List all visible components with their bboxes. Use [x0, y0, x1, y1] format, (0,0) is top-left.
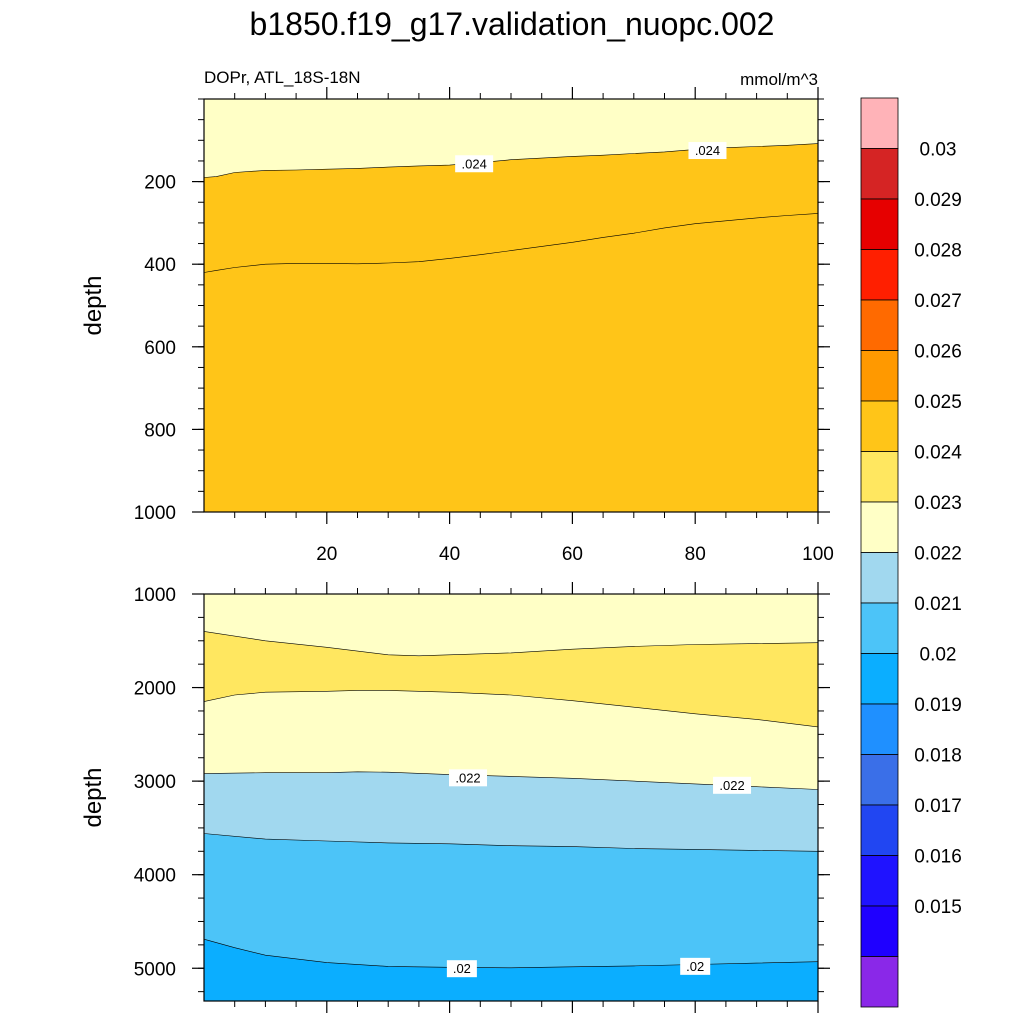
y-tick-label-0-0: 200	[144, 173, 176, 194]
y-tick-label-0-3: 800	[144, 420, 176, 441]
colorbar-swatch-2	[860, 198, 899, 250]
colorbar-swatch-4	[860, 299, 899, 351]
panel-lower-band-4	[204, 939, 818, 1001]
contour-label-1-2: .02	[453, 961, 471, 976]
contour-label-1-3: .02	[686, 959, 704, 974]
colorbar-label-9: 0.021	[914, 594, 962, 615]
contour-label-1-1: .022	[719, 778, 744, 793]
colorbar-swatch-1	[860, 148, 899, 200]
y-tick-label-1-1: 2000	[134, 679, 176, 700]
colorbar-swatch-16	[860, 905, 899, 957]
figure-title: b1850.f19_g17.validation_nuopc.002	[250, 6, 775, 42]
colorbar-swatch-3	[860, 249, 899, 301]
contour-label-box-1-2	[446, 960, 477, 978]
contour-label-box-0-0	[455, 155, 494, 173]
contour-label-1-0: .022	[455, 770, 480, 785]
colorbar-label-6: 0.024	[914, 443, 962, 464]
contour-label-0-0: .024	[462, 156, 487, 171]
y-axis-label-lower: depth	[80, 767, 107, 827]
colorbar-label-1: 0.029	[914, 190, 962, 211]
colorbar-swatch-11	[860, 653, 899, 705]
colorbar-label-14: 0.016	[914, 847, 962, 868]
x-tick-label-1: 40	[439, 544, 460, 565]
panel-lower: .022 .022 .02 .02 1000 2000 3000 4000 5000 depth	[80, 582, 830, 1013]
panel-lower-contour-line-3	[203, 833, 819, 852]
colorbar-label-15: 0.015	[914, 897, 962, 918]
colorbar-label-11: 0.019	[914, 695, 962, 716]
panel-variable-label: DOPr, ATL_18S-18N	[204, 68, 361, 87]
colorbar-swatch-8	[860, 501, 899, 553]
colorbar-swatch-10	[860, 602, 899, 654]
colorbar-label-7: 0.023	[914, 493, 962, 514]
colorbar-swatch-9	[860, 552, 899, 604]
colorbar-label-0: 0.03	[920, 140, 957, 161]
colorbar-swatch-5	[860, 350, 899, 402]
colorbar-label-13: 0.017	[914, 796, 962, 817]
panel-lower-band-3	[204, 833, 818, 1001]
colorbar-label-5: 0.025	[914, 392, 962, 413]
colorbar-swatch-6	[860, 400, 899, 452]
colorbar-label-10: 0.02	[920, 645, 957, 666]
panel-lower-contour-line-0	[203, 631, 819, 657]
colorbar-label-12: 0.018	[914, 746, 962, 767]
colorbar-label-4: 0.026	[914, 342, 962, 363]
colorbar-swatch-17	[860, 956, 899, 1008]
colorbar-swatch-14	[860, 804, 899, 856]
colorbar-label-3: 0.027	[914, 291, 962, 312]
x-tick-label-4: 100	[802, 544, 834, 565]
panel-lower-contour-line-1	[203, 690, 819, 728]
x-tick-label-0: 20	[316, 544, 337, 565]
y-tick-label-0-2: 600	[144, 338, 176, 359]
y-axis-label-upper: depth	[80, 275, 107, 335]
contour-label-box-1-1	[713, 776, 752, 794]
contour-label-box-0-1	[688, 142, 727, 160]
colorbar-swatch-13	[860, 754, 899, 806]
colorbar-swatch-12	[860, 703, 899, 755]
panel-upper: .024 .024 200 400 600 800 1000 depth 20 40 60 80 100	[80, 87, 834, 565]
colorbar-label-2: 0.028	[914, 241, 962, 262]
colorbar-swatch-7	[860, 451, 899, 503]
panel-upper-contour-line-0	[203, 213, 819, 273]
colorbar: 0.03 0.029 0.028 0.027 0.026 0.025 0.024 0.023 0…	[860, 97, 962, 1008]
contour-label-box-1-0	[449, 769, 488, 787]
y-tick-label-1-2: 3000	[134, 772, 176, 793]
y-tick-label-0-4: 1000	[134, 503, 176, 524]
contour-label-0-1: .024	[695, 143, 720, 158]
colorbar-label-8: 0.022	[914, 544, 962, 565]
x-tick-label-2: 60	[562, 544, 583, 565]
colorbar-swatch-0	[860, 97, 899, 149]
y-tick-label-1-3: 4000	[134, 866, 176, 887]
contour-label-box-1-3	[680, 957, 711, 975]
panel-upper-band-1	[204, 143, 818, 512]
y-tick-label-1-4: 5000	[134, 959, 176, 980]
y-tick-label-0-1: 400	[144, 255, 176, 276]
panel-units-label: mmol/m^3	[740, 70, 818, 89]
colorbar-swatch-15	[860, 855, 899, 907]
y-tick-label-1-0: 1000	[134, 585, 176, 606]
x-tick-label-3: 80	[685, 544, 706, 565]
